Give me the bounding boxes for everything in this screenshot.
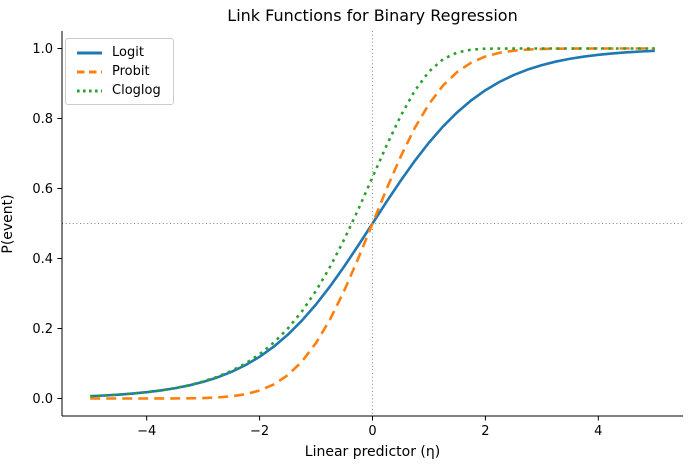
probit-line-sample-icon [77,70,102,73]
legend-label-cloglog: Cloglog [112,83,161,98]
x-tick-label: −2 [250,424,269,439]
legend-item-cloglog: Cloglog [76,84,161,97]
legend-item-logit: Logit [76,46,161,59]
legend-label-logit: Logit [112,45,144,60]
x-tick-label: 2 [481,424,489,439]
y-tick-label: 0.4 [32,252,53,267]
y-tick-label: 0.2 [32,322,53,337]
x-axis-label: Linear predictor (η) [304,444,441,460]
x-tick-label: 0 [368,424,376,439]
cloglog-line-sample-icon [77,89,102,92]
y-tick-label: 0.0 [32,392,53,407]
x-tick-label: −4 [137,424,156,439]
series-line-probit [90,47,655,400]
y-tick-label: 0.6 [32,182,53,197]
y-axis-label: P(event) [0,194,16,254]
x-tick-label: 4 [594,424,602,439]
legend-label-probit: Probit [112,64,150,79]
y-tick-label: 1.0 [32,42,53,57]
y-tick-label: 0.8 [32,112,53,127]
legend: Logit Probit Cloglog [65,38,174,105]
logit-line-sample-icon [77,51,102,54]
chart-title: Link Functions for Binary Regression [227,6,518,25]
legend-item-probit: Probit [76,65,161,78]
